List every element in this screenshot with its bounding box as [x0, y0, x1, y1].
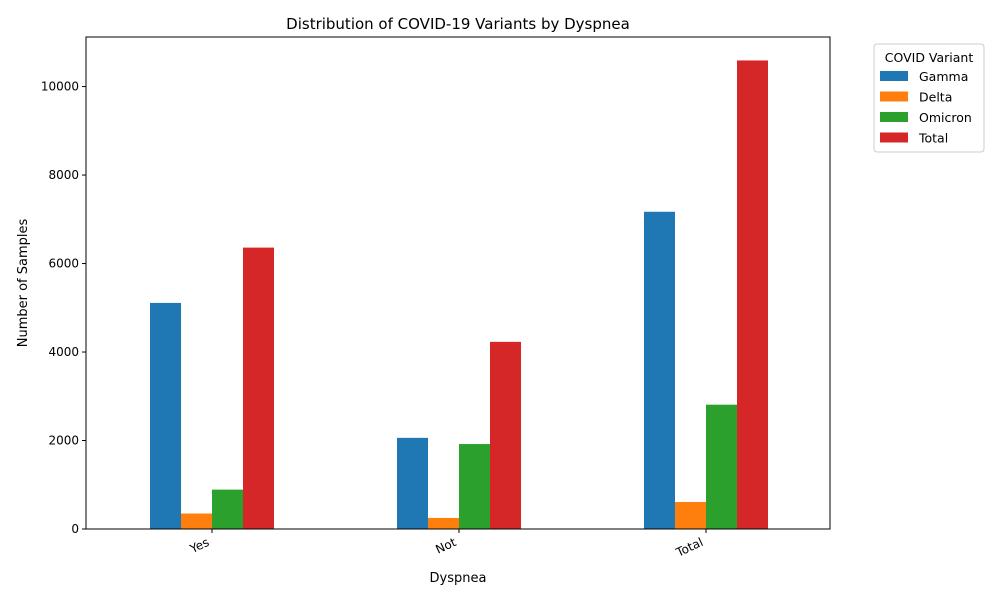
bar-gamma-yes [150, 302, 181, 529]
legend-label: Total [918, 131, 948, 146]
y-tick-label: 0 [71, 522, 79, 536]
x-tick-label: Not [433, 535, 458, 557]
x-tick-label: Total [673, 535, 705, 560]
y-tick-label: 2000 [48, 434, 79, 448]
legend-swatch-delta [880, 91, 908, 102]
bar-delta-yes [181, 513, 212, 529]
y-tick-label: 4000 [48, 345, 79, 359]
x-axis-ticks: Yes Not Total [187, 529, 707, 560]
y-tick-label: 10000 [41, 80, 79, 94]
bar-omicron-total [706, 404, 737, 529]
plot-frame [85, 36, 831, 530]
legend-title: COVID Variant [885, 50, 974, 65]
y-axis-ticks: 0 2000 4000 6000 8000 10000 [41, 80, 86, 536]
legend-label: Gamma [919, 69, 968, 84]
chart-title: Distribution of COVID-19 Variants by Dys… [286, 15, 630, 33]
bar-omicron-not [459, 444, 490, 529]
legend-label: Delta [919, 90, 952, 105]
bar-total-yes [243, 247, 274, 529]
bar-gamma-not [397, 437, 428, 529]
bar-gamma-total [644, 211, 675, 530]
legend: COVID Variant Gamma Delta Omicron Total [873, 43, 985, 153]
y-tick-label: 6000 [48, 257, 79, 271]
legend-label: Omicron [919, 110, 972, 125]
legend-swatch-total [880, 132, 908, 143]
legend-swatch-gamma [880, 71, 908, 81]
legend-swatch-omicron [880, 112, 908, 122]
y-tick-label: 8000 [48, 168, 79, 182]
bar-total-total [737, 60, 768, 529]
legend-items: Gamma Delta Omicron Total [880, 69, 972, 146]
x-tick-label: Yes [187, 535, 211, 556]
y-axis-label: Number of Samples [16, 219, 31, 348]
bar-omicron-yes [212, 489, 243, 529]
x-axis-label: Dyspnea [430, 571, 487, 586]
bar-delta-not [428, 517, 459, 529]
bar-total-not [490, 341, 521, 529]
bar-delta-total [675, 502, 706, 529]
bars-group [150, 60, 768, 530]
